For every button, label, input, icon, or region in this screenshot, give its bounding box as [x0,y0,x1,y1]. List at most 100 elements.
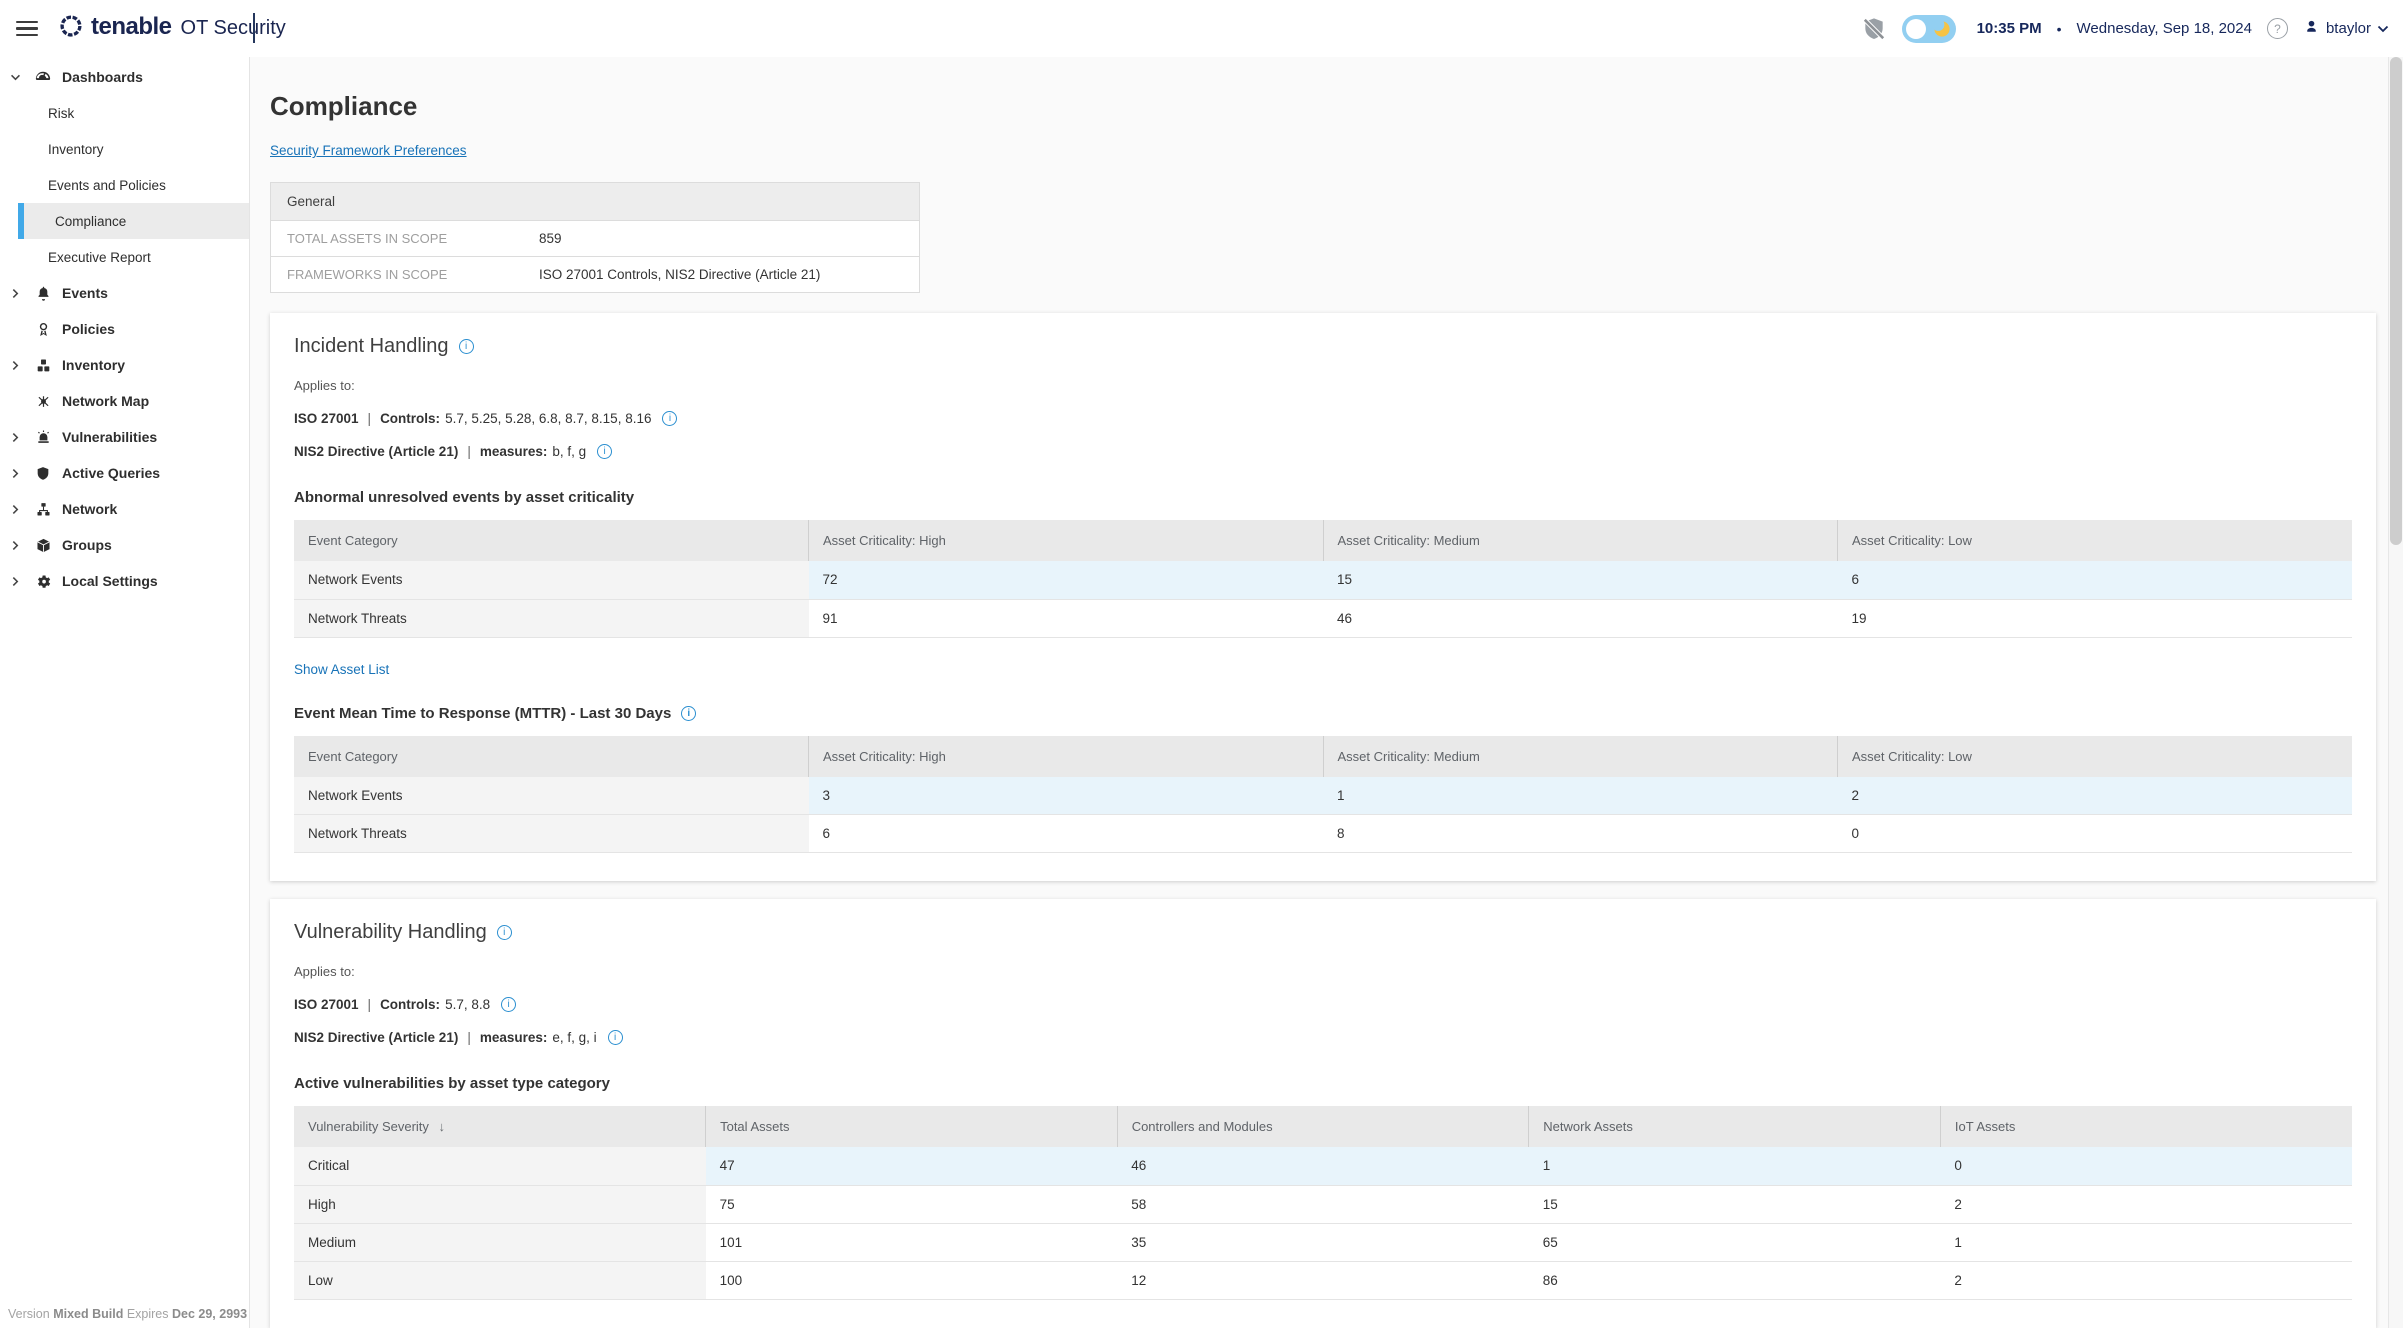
sidebar-item-label: Vulnerabilities [62,429,158,445]
cell-value: 2 [1940,1185,2352,1224]
section-title: Incident Handling [294,335,449,357]
sidebar-item-label: Inventory [48,141,104,157]
alarm-light-icon [30,429,56,446]
sidebar-item-label: Events and Policies [48,177,166,193]
table-header-row: Event Category Asset Criticality: High A… [294,735,2352,777]
sidebar-item-risk[interactable]: Risk [0,95,249,131]
info-icon[interactable] [496,925,512,940]
section-title: Vulnerability Handling [294,921,487,943]
column-header: Asset Criticality: Low [1837,735,2352,777]
clock-date: Wednesday, Sep 18, 2024 [2076,20,2252,37]
sidebar-item-inventory[interactable]: Inventory [0,347,249,383]
cell-value: 58 [1117,1185,1529,1224]
framework-type-label: Controls: [380,997,441,1012]
incident-handling-card: Incident Handling Applies to: ISO 27001 … [270,313,2376,881]
framework-type-label: measures: [479,1030,548,1045]
clock-time: 10:35 PM [1976,20,2042,37]
row-category: Network Events [294,776,809,815]
sidebar-item-dashboards[interactable]: Dashboards [0,59,249,95]
cell-value: 19 [1837,599,2352,638]
expires-date: Dec 29, 2993 [172,1307,248,1321]
column-header: Event Category [294,735,809,777]
cell-value: 0 [1837,814,2352,853]
sidebar-item-label: Dashboards [62,69,143,85]
cell-value: 6 [808,814,1323,853]
tenable-logo-icon [58,13,84,44]
column-header: Asset Criticality: High [808,520,1323,561]
chevron-right-icon [0,504,30,515]
chevron-right-icon [0,432,30,443]
table-row: FRAMEWORKS IN SCOPE ISO 27001 Controls, … [270,257,920,293]
sidebar-item-vulnerabilities[interactable]: Vulnerabilities [0,419,249,455]
sidebar-item-compliance[interactable]: Compliance [18,203,249,239]
column-header-vulnerability-severity[interactable]: Vulnerability Severity ↓ [294,1106,706,1147]
sidebar-item-groups[interactable]: Groups [0,527,249,563]
abnormal-events-table: Event Category Asset Criticality: High A… [294,520,2352,638]
sidebar-item-label: Risk [48,105,75,121]
network-map-icon [30,393,56,410]
column-header: Event Category [294,520,809,561]
table-row: Network Events 72 15 6 [294,561,2352,600]
top-bar-right: 10:35 PM • Wednesday, Sep 18, 2024 btayl… [1861,14,2389,43]
cell-value: 2 [1940,1261,2352,1300]
bell-icon [30,285,56,302]
active-vulnerabilities-heading: Active vulnerabilities by asset type cat… [294,1075,610,1092]
row-label: TOTAL ASSETS IN SCOPE [287,231,448,246]
column-header: Asset Criticality: Medium [1322,735,1838,777]
vertical-scrollbar[interactable] [2388,57,2403,1328]
shield-off-icon[interactable] [1861,16,1887,42]
sidebar-item-active-queries[interactable]: Active Queries [0,455,249,491]
user-menu[interactable]: btaylor [2303,18,2389,40]
chevron-right-icon [0,288,30,299]
framework-values: e, f, g, i [552,1030,597,1045]
cell-value: 15 [1323,561,1838,600]
header-divider [253,13,255,43]
cell-value: 91 [808,599,1323,638]
info-icon[interactable] [607,1030,623,1045]
help-icon[interactable] [2266,18,2288,39]
show-asset-list-link[interactable]: Show Asset List [294,661,390,677]
dark-mode-toggle[interactable] [1901,14,1956,43]
framework-type-label: Controls: [380,411,441,426]
applies-to-label: Applies to: [294,964,355,979]
cell-value: 1 [1323,776,1838,815]
cell-value: 65 [1528,1223,1941,1262]
scrollbar-thumb[interactable] [2390,57,2402,545]
column-header: Asset Criticality: Medium [1322,520,1838,561]
menu-icon[interactable] [16,17,40,41]
sidebar-item-executive-report[interactable]: Executive Report [0,239,249,275]
security-framework-preferences-link[interactable]: Security Framework Preferences [270,143,467,158]
sidebar-item-events[interactable]: Events [0,275,249,311]
sidebar-item-local-settings[interactable]: Local Settings [0,563,249,599]
framework-line-nis2: NIS2 Directive (Article 21) | measures: … [294,444,2352,459]
chevron-down-icon [0,74,30,81]
framework-values: b, f, g [552,444,587,459]
table-row: Network Events 3 1 2 [294,776,2352,815]
info-icon[interactable] [501,997,517,1012]
chevron-right-icon [0,540,30,551]
row-category: Network Threats [294,814,809,853]
award-icon [30,321,56,338]
expires-label: Expires [126,1307,169,1321]
sidebar-item-policies[interactable]: Policies [0,311,249,347]
info-icon[interactable] [458,339,474,354]
hierarchy-icon [30,501,56,518]
table-row: High 75 58 15 2 [294,1185,2352,1224]
info-icon[interactable] [662,411,678,426]
cubes-icon [30,357,56,374]
info-icon[interactable] [681,705,697,721]
sidebar-item-network-map[interactable]: Network Map [0,383,249,419]
cell-value: 1 [1940,1223,2352,1262]
framework-line-nis2: NIS2 Directive (Article 21) | measures: … [294,1030,2352,1045]
cell-value: 75 [705,1185,1118,1224]
sidebar-item-inventory-dashboard[interactable]: Inventory [0,131,249,167]
cell-value: 2 [1837,776,2352,815]
info-icon[interactable] [597,444,613,459]
sidebar-item-network[interactable]: Network [0,491,249,527]
shield-icon [30,465,56,482]
sort-descending-icon: ↓ [438,1119,446,1134]
framework-line-iso: ISO 27001 | Controls: 5.7, 8.8 [294,997,2352,1012]
column-header: IoT Assets [1939,1106,2352,1147]
separator: | [467,444,471,459]
sidebar-item-events-and-policies[interactable]: Events and Policies [0,167,249,203]
